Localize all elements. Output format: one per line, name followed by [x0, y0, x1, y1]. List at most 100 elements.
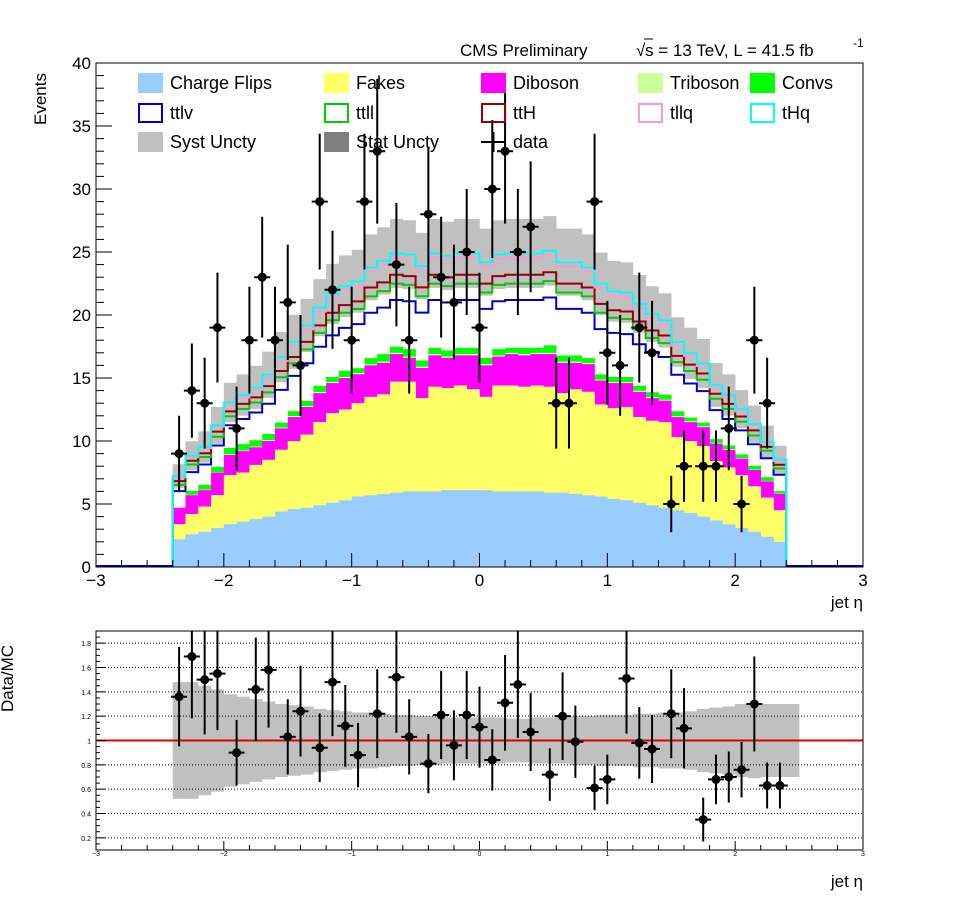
x-tick-label: −3 [86, 571, 105, 590]
y-tick-label: 5 [82, 495, 91, 514]
legend-label: ttll [356, 103, 374, 123]
stack-bar-convs [274, 422, 289, 428]
stack-bar-diboson [377, 362, 391, 395]
legend-swatch [638, 103, 663, 123]
stack-bar-diboson [326, 383, 340, 414]
ratio-x-tick-label: 1 [605, 851, 609, 858]
stack-bar-charge-flips [632, 502, 646, 567]
stack-bar-diboson [236, 451, 250, 473]
data-point [564, 398, 574, 408]
ratio-point [775, 781, 785, 791]
stack-bar-convs [568, 355, 583, 362]
ratio-point [232, 748, 242, 758]
stack-bar-fakes [441, 388, 455, 491]
stack-bar-charge-flips [645, 505, 659, 567]
stack-bar-triboson [517, 354, 531, 356]
x-tick-label: 0 [475, 571, 484, 590]
cms-label: CMS Preliminary [460, 41, 588, 60]
stack-bar-charge-flips [543, 492, 557, 567]
y-tick-label: 30 [72, 180, 91, 199]
stack-bar-diboson [262, 441, 276, 460]
stack-bar-fakes [517, 386, 531, 492]
stack-bar-diboson [453, 355, 468, 386]
stack-bar-convs [747, 465, 762, 470]
data-point [475, 323, 484, 333]
stack-bar-fakes [249, 464, 263, 520]
stack-bar-fakes [556, 393, 570, 493]
stack-bar-diboson [556, 362, 570, 394]
legend-label: Triboson [670, 73, 739, 93]
data-point [296, 360, 306, 370]
stack-bar-fakes [223, 475, 237, 525]
stack-bar-charge-flips [696, 516, 710, 567]
stack-bar-convs [390, 346, 404, 353]
stack-bar-convs [287, 411, 301, 417]
legend-swatch [750, 73, 775, 93]
stack-bar-triboson [671, 416, 685, 418]
stack-outline-ttlv [171, 296, 788, 567]
ratio-point [513, 680, 523, 690]
stack-bar-fakes [747, 486, 762, 532]
lumi-exponent: -1 [853, 36, 864, 50]
stack-bar-charge-flips [492, 491, 506, 567]
ratio-x-axis-title: jet η [830, 872, 863, 891]
ratio-y-tick-label: 1.8 [81, 641, 91, 648]
data-point [551, 398, 561, 408]
energy-lumi-label: s = 13 TeV, L = 41.5 fb [645, 41, 814, 60]
stack-bar-triboson [223, 454, 237, 455]
legend-label: tHq [782, 103, 810, 123]
stack-bar-fakes [351, 403, 365, 497]
stack-bar-triboson [581, 363, 595, 365]
ratio-point [283, 732, 293, 742]
stack-bar-fakes [390, 381, 404, 493]
data-point [187, 386, 197, 396]
stack-bar-convs [658, 394, 672, 400]
data-point [347, 335, 357, 345]
stack-bar-convs [671, 411, 685, 417]
stack-bar-fakes [428, 386, 442, 492]
stack-outline-ttH [171, 271, 788, 567]
stack-bar-charge-flips [556, 492, 570, 567]
data-point [232, 423, 242, 433]
stack-bar-diboson [568, 362, 583, 390]
stack-bar-charge-flips [530, 491, 544, 567]
stack-bar-fakes [402, 381, 416, 492]
stack-bar-charge-flips [198, 531, 212, 567]
ratio-y-tick-label: 0.8 [81, 763, 91, 770]
ratio-x-tick-label: 2 [733, 851, 737, 858]
stack-bar-triboson [658, 399, 672, 401]
ratio-point [749, 699, 759, 709]
stack-bar-convs [684, 417, 698, 422]
stack-bar-fakes [300, 434, 314, 508]
ratio-point [698, 815, 708, 825]
stack-bar-triboson [262, 440, 276, 441]
data-point [487, 184, 497, 194]
stack-bar-convs [517, 347, 531, 355]
stack-bar-fakes [185, 514, 199, 535]
stack-bar-charge-flips [326, 502, 340, 567]
ratio-point [391, 672, 401, 682]
stack-bar-convs [607, 376, 621, 383]
stack-bar-convs [198, 484, 212, 490]
stack-bar-fakes [274, 449, 289, 512]
stack-bar-diboson [607, 383, 621, 409]
stack-bar-diboson [185, 495, 199, 515]
stack-bar-fakes [658, 422, 672, 508]
stack-outline-tllq [171, 253, 788, 567]
stack-bar-charge-flips [287, 509, 301, 567]
stack-bar-fakes [211, 495, 225, 528]
data-point [647, 348, 657, 358]
stack-bar-charge-flips [517, 491, 531, 567]
stack-bar-charge-flips [364, 495, 378, 567]
ratio-point [679, 723, 689, 733]
stack-bar-convs [696, 422, 710, 427]
stack-bar-diboson [517, 355, 531, 387]
y-tick-label: 25 [72, 243, 91, 262]
stack-bar-convs [773, 491, 787, 494]
stack-bar-charge-flips [428, 491, 442, 567]
stack-bar-fakes [684, 441, 698, 513]
ratio-y-tick-label: 1.2 [81, 714, 91, 721]
stack-bar-charge-flips [671, 510, 685, 567]
stack-bar-diboson [300, 406, 314, 435]
